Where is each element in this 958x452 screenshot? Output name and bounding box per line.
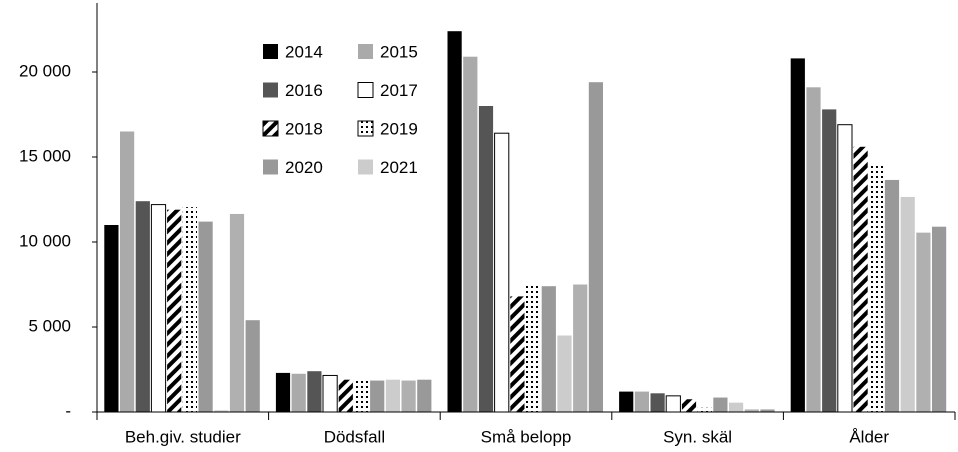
legend-swatch — [357, 82, 374, 98]
x-tick-label: Dödsfall — [324, 427, 385, 446]
bar — [104, 225, 119, 412]
bar — [120, 131, 135, 412]
x-tick-label: Beh.giv. studier — [125, 427, 241, 446]
bar — [619, 391, 634, 412]
x-tick-label: Små belopp — [481, 427, 572, 446]
y-tick-label: 20 000 — [19, 61, 71, 80]
x-tick-label: Ålder — [849, 427, 889, 446]
bar — [198, 221, 213, 412]
bar — [822, 109, 837, 413]
bar — [370, 380, 385, 412]
bar — [634, 391, 649, 412]
legend-swatch — [263, 82, 278, 98]
bar — [150, 204, 167, 413]
y-tick-label: 10 000 — [19, 231, 71, 250]
legend-label: 2019 — [380, 119, 418, 138]
bar — [557, 335, 572, 412]
bar — [665, 395, 681, 413]
bar — [588, 82, 603, 412]
bar — [573, 284, 588, 412]
y-tick-label: - — [65, 401, 71, 420]
bar — [275, 372, 291, 412]
y-tick-label: 5 000 — [28, 316, 71, 335]
legend-label: 2020 — [285, 158, 323, 177]
bar — [932, 226, 947, 412]
bar — [229, 213, 245, 412]
bar — [182, 207, 197, 412]
legend-swatch — [263, 44, 278, 59]
bar — [729, 402, 744, 412]
bar — [354, 380, 369, 412]
bar — [338, 379, 353, 412]
x-tick-label: Syn. skäl — [663, 427, 732, 446]
bar — [916, 232, 931, 412]
bar — [510, 296, 525, 412]
legend-label: 2014 — [285, 42, 323, 61]
bar — [713, 397, 728, 412]
legend-swatch — [357, 120, 374, 137]
bar — [760, 409, 775, 412]
bar — [900, 196, 915, 412]
bar — [291, 373, 306, 412]
bar — [853, 146, 868, 413]
bar — [214, 410, 229, 412]
bar — [478, 106, 494, 412]
legend-label: 2017 — [380, 81, 418, 100]
legend-swatch — [263, 159, 278, 175]
bar — [806, 87, 821, 413]
bar — [307, 371, 322, 412]
legend-swatch — [262, 120, 279, 137]
bar — [681, 399, 697, 412]
y-tick-label: 15 000 — [19, 146, 71, 165]
legend-label: 2021 — [380, 158, 418, 177]
bar — [837, 124, 853, 413]
bar — [417, 379, 432, 412]
bar — [135, 201, 150, 412]
bar — [869, 165, 884, 412]
bar — [245, 320, 260, 412]
bar — [541, 286, 556, 412]
legend-label: 2015 — [380, 42, 418, 61]
bar — [494, 132, 510, 413]
legend-swatch — [358, 44, 373, 59]
legend-label: 2018 — [285, 119, 323, 138]
bar — [744, 409, 759, 412]
bar — [526, 284, 541, 412]
bar — [447, 31, 462, 412]
legend-label: 2016 — [285, 81, 323, 100]
legend-swatch — [358, 159, 373, 175]
bar — [401, 380, 416, 412]
bar — [790, 58, 805, 413]
bar — [463, 56, 478, 412]
bar — [385, 379, 400, 412]
bar — [322, 374, 338, 413]
bar — [167, 209, 182, 412]
bar — [884, 179, 900, 412]
bar — [697, 407, 712, 412]
bar — [650, 393, 665, 412]
